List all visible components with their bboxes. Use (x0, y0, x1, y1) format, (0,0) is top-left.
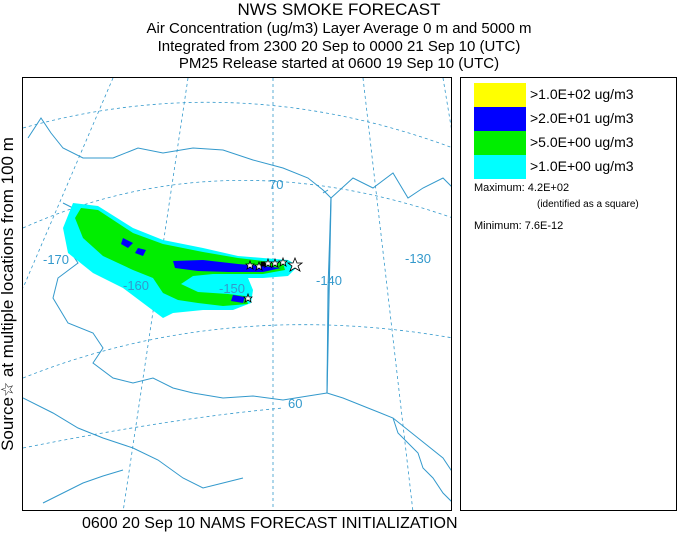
forecast-initialization: 0600 20 Sep 10 NAMS FORECAST INITIALIZAT… (82, 515, 458, 532)
maximum-square-icon (260, 261, 266, 267)
lat-label-70: 70 (269, 177, 283, 192)
legend-label: >1.0E+00 ug/m3 (530, 158, 634, 174)
legend-swatch (474, 131, 526, 155)
integration-period: Integrated from 2300 20 Sep to 0000 21 S… (157, 38, 521, 55)
source-star-icon (243, 292, 253, 303)
source-markers (243, 256, 304, 303)
minimum-value: Minimum: 7.6E-12 (474, 220, 564, 232)
legend-label: >2.0E+01 ug/m3 (530, 110, 634, 126)
source-side-label: Source☆ at multiple locations from 100 m (0, 137, 17, 451)
source-star-icon (286, 256, 304, 272)
legend-label: >5.0E+00 ug/m3 (530, 134, 634, 150)
source-star-icon (278, 256, 288, 267)
source-star-icon (245, 259, 255, 270)
release-info: PM25 Release started at 0600 19 Sep 10 (… (178, 55, 500, 72)
coastline (23, 117, 451, 504)
map-panel: -170 -160 -150 -140 -130 70 60 (22, 77, 452, 511)
lon-label-170: -170 (43, 252, 69, 267)
lon-label-160: -160 (123, 278, 149, 293)
smoke-plume (63, 203, 298, 318)
lon-label-140: -140 (316, 273, 342, 288)
forecast-title: NWS SMOKE FORECAST (237, 0, 441, 19)
maximum-value: Maximum: 4.2E+02 (474, 182, 570, 194)
lat-label-60: 60 (288, 396, 302, 411)
legend-label: >1.0E+02 ug/m3 (530, 86, 634, 102)
grid-labels: -170 -160 -150 -140 -130 70 60 (43, 177, 431, 411)
maximum-note: (identified as a square) (537, 199, 639, 210)
alaska-map: -170 -160 -150 -140 -130 70 60 (23, 78, 451, 510)
source-star-icon (270, 257, 280, 268)
legend-item: >2.0E+01 ug/m3 (474, 107, 674, 131)
border-line (326, 197, 332, 394)
legend-swatch (474, 107, 526, 131)
legend-item: >1.0E+00 ug/m3 (474, 155, 674, 179)
lon-label-130: -130 (405, 251, 431, 266)
legend-swatch (474, 155, 526, 179)
legend-item: >1.0E+02 ug/m3 (474, 83, 674, 107)
legend-panel: >1.0E+02 ug/m3 >2.0E+01 ug/m3 >5.0E+00 u… (460, 77, 677, 511)
legend-item: >5.0E+00 ug/m3 (474, 131, 674, 155)
legend-swatch (474, 83, 526, 107)
lon-label-150: -150 (219, 281, 245, 296)
concentration-subtitle: Air Concentration (ug/m3) Layer Average … (146, 20, 532, 37)
